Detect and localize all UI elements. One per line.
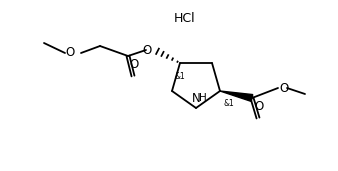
Text: &1: &1 (224, 99, 235, 108)
Text: O: O (279, 82, 288, 95)
Polygon shape (220, 91, 253, 101)
Text: &1: &1 (175, 72, 185, 81)
Text: H: H (199, 93, 207, 103)
Text: O: O (255, 100, 264, 113)
Text: O: O (129, 58, 139, 71)
Text: N: N (192, 92, 200, 105)
Text: HCl: HCl (174, 11, 196, 24)
Text: O: O (66, 47, 75, 60)
Text: O: O (143, 43, 152, 56)
